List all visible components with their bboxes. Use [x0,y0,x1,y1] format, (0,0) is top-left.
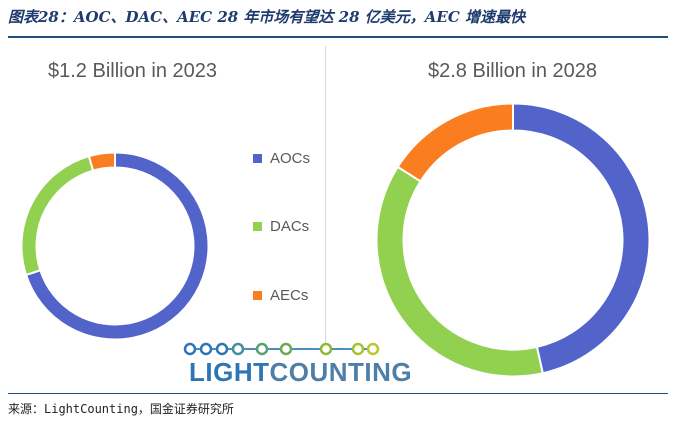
legend-item-aocs: AOCs [253,150,310,167]
legend-label-aecs: AECs [270,287,308,304]
legend-item-aecs: AECs [253,287,308,304]
slice-aocs-2028 [513,104,650,374]
slice-dacs-2028 [377,167,543,377]
logo-text: LIGHTCOUNTING [189,357,412,388]
slice-aecs-2023 [89,153,115,171]
legend-swatch-dacs [253,222,262,231]
legend-item-dacs: DACs [253,218,309,235]
source-note: 来源：LightCounting，国金证券研究所 [8,400,234,417]
logo-text-counting: COUNTING [270,357,413,387]
legend-swatch-aecs [253,291,262,300]
slice-aecs-2028 [398,104,513,182]
legend-label-dacs: DACs [270,218,309,235]
legend-swatch-aocs [253,154,262,163]
slice-dacs-2023 [21,156,93,275]
legend-label-aocs: AOCs [270,150,310,167]
source-rule [8,393,668,394]
logo-text-light: LIGHT [189,357,270,387]
